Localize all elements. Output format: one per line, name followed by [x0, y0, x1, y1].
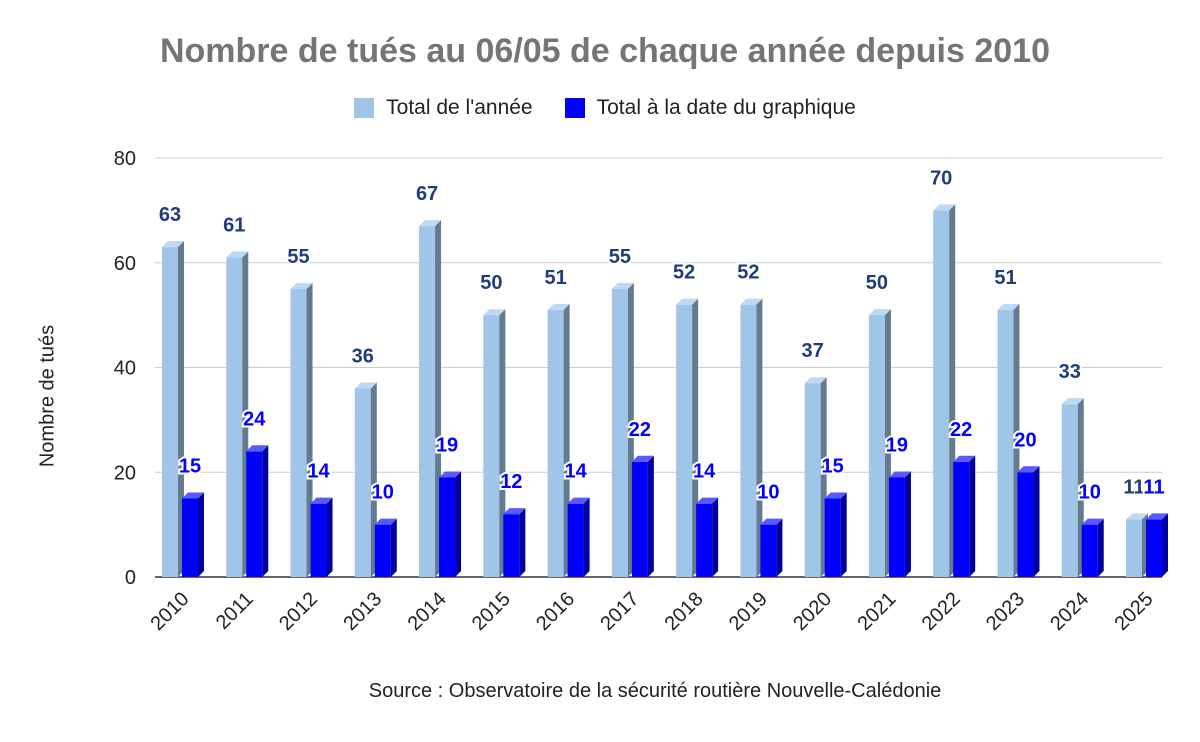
data-label-total-date-2011: 24 — [243, 408, 266, 430]
data-label-total-annee-2023: 51 — [994, 267, 1016, 289]
data-label-total-annee-2019: 52 — [737, 262, 759, 284]
bar-total-annee-2015 — [483, 309, 506, 577]
data-label-total-annee-2025: 11 — [1123, 476, 1144, 498]
data-label-total-annee-2013: 36 — [352, 345, 374, 367]
data-label-total-date-2023: 20 — [1014, 429, 1036, 451]
bar-total-annee-2022 — [933, 204, 956, 577]
data-label-total-date-2020: 15 — [822, 455, 844, 477]
bar-total-annee-2019 — [740, 298, 763, 577]
data-label-total-date-2016: 14 — [564, 461, 587, 483]
bar-total-annee-2016 — [547, 303, 570, 577]
bar-total-date-2018 — [696, 497, 719, 577]
bar-total-annee-2012 — [290, 282, 313, 577]
bar-total-date-2016 — [567, 497, 590, 577]
bar-total-annee-2010 — [162, 241, 184, 577]
data-label-total-date-2012: 14 — [307, 461, 330, 483]
x-tick-label-2015: 2015 — [468, 588, 515, 635]
bar-total-date-2017 — [631, 455, 654, 577]
bar-total-date-2020 — [824, 492, 847, 577]
y-tick-label-40: 40 — [114, 358, 136, 380]
data-label-total-date-2022: 22 — [950, 419, 972, 441]
x-tick-label-2023: 2023 — [982, 588, 1029, 635]
data-label-total-annee-2024: 33 — [1059, 361, 1081, 383]
legend: Total de l'année Total à la date du grap… — [0, 96, 1200, 120]
data-label-total-date-2013: 10 — [372, 482, 394, 504]
bar-total-date-2021 — [888, 471, 911, 577]
x-tick-label-2021: 2021 — [853, 588, 900, 635]
x-tick-label-2018: 2018 — [661, 588, 708, 635]
x-tick-label-2025: 2025 — [1111, 588, 1158, 635]
data-label-total-date-2015: 12 — [500, 471, 522, 493]
data-label-total-annee-2016: 51 — [544, 267, 566, 289]
data-label-total-date-2019: 10 — [757, 482, 779, 504]
bar-total-date-2014 — [439, 471, 462, 577]
bar-total-date-2013 — [374, 518, 397, 577]
legend-item-total-date: Total à la date du graphique — [564, 96, 856, 120]
x-tick-label-2013: 2013 — [339, 588, 386, 635]
bar-total-date-2023 — [1017, 466, 1040, 577]
data-label-total-annee-2017: 55 — [609, 246, 631, 268]
y-tick-label-60: 60 — [114, 253, 136, 275]
y-tick-label-0: 0 — [125, 567, 136, 589]
data-label-total-annee-2011: 61 — [223, 215, 245, 237]
x-tick-label-2012: 2012 — [275, 588, 322, 635]
bar-total-annee-2013 — [354, 382, 377, 577]
y-axis-label: Nombre de tués — [36, 324, 59, 468]
source-note: Source : Observatoire de la sécurité rou… — [368, 680, 942, 702]
data-label-total-annee-2010: 63 — [159, 204, 181, 226]
data-label-total-annee-2020: 37 — [802, 340, 824, 362]
bar-total-date-2022 — [953, 455, 976, 577]
bar-total-date-2019 — [760, 518, 783, 577]
data-label-total-annee-2012: 55 — [287, 246, 309, 268]
bar-total-annee-2025 — [1126, 513, 1148, 577]
data-label-total-date-2021: 19 — [886, 434, 908, 456]
x-tick-label-2011: 2011 — [212, 588, 258, 634]
data-label-total-date-2025: 11 — [1143, 476, 1164, 498]
x-tick-label-2014: 2014 — [404, 588, 451, 635]
data-label-total-annee-2018: 52 — [673, 262, 695, 284]
bar-total-date-2011 — [246, 445, 269, 577]
bar-total-date-2015 — [503, 508, 526, 577]
bar-total-date-2010 — [182, 492, 204, 577]
x-tick-label-2024: 2024 — [1046, 588, 1093, 635]
x-tick-label-2017: 2017 — [596, 588, 643, 635]
data-label-total-annee-2014: 67 — [416, 183, 438, 205]
x-tick-label-2016: 2016 — [532, 588, 579, 635]
x-tick-label-2019: 2019 — [725, 588, 772, 635]
data-label-total-date-2024: 10 — [1079, 482, 1101, 504]
y-tick-label-20: 20 — [114, 462, 136, 484]
bar-total-date-2012 — [310, 497, 333, 577]
legend-swatch-total-annee — [354, 98, 375, 118]
legend-label-total-annee: Total de l'année — [386, 96, 533, 119]
y-tick-label-80: 80 — [114, 148, 136, 170]
legend-label-total-date: Total à la date du graphique — [596, 96, 856, 119]
data-label-total-date-2010: 15 — [179, 455, 201, 477]
chart-title: Nombre de tués au 06/05 de chaque année … — [159, 32, 1050, 70]
data-label-total-date-2017: 22 — [629, 419, 651, 441]
data-label-total-date-2018: 14 — [693, 461, 716, 483]
bar-total-annee-2018 — [676, 298, 699, 577]
data-label-total-annee-2021: 50 — [866, 272, 888, 294]
x-tick-label-2020: 2020 — [789, 588, 836, 635]
legend-item-total-annee: Total de l'année — [354, 96, 533, 120]
data-label-total-annee-2015: 50 — [480, 272, 502, 294]
x-tick-label-2010: 2010 — [147, 588, 194, 635]
bar-total-date-2024 — [1081, 518, 1104, 577]
bar-total-annee-2014 — [419, 220, 442, 577]
data-label-total-date-2014: 19 — [436, 434, 458, 456]
legend-swatch-total-date — [564, 98, 585, 118]
x-tick-label-2022: 2022 — [918, 588, 965, 635]
bar-total-date-2025 — [1146, 513, 1168, 577]
data-label-total-annee-2022: 70 — [930, 167, 952, 189]
